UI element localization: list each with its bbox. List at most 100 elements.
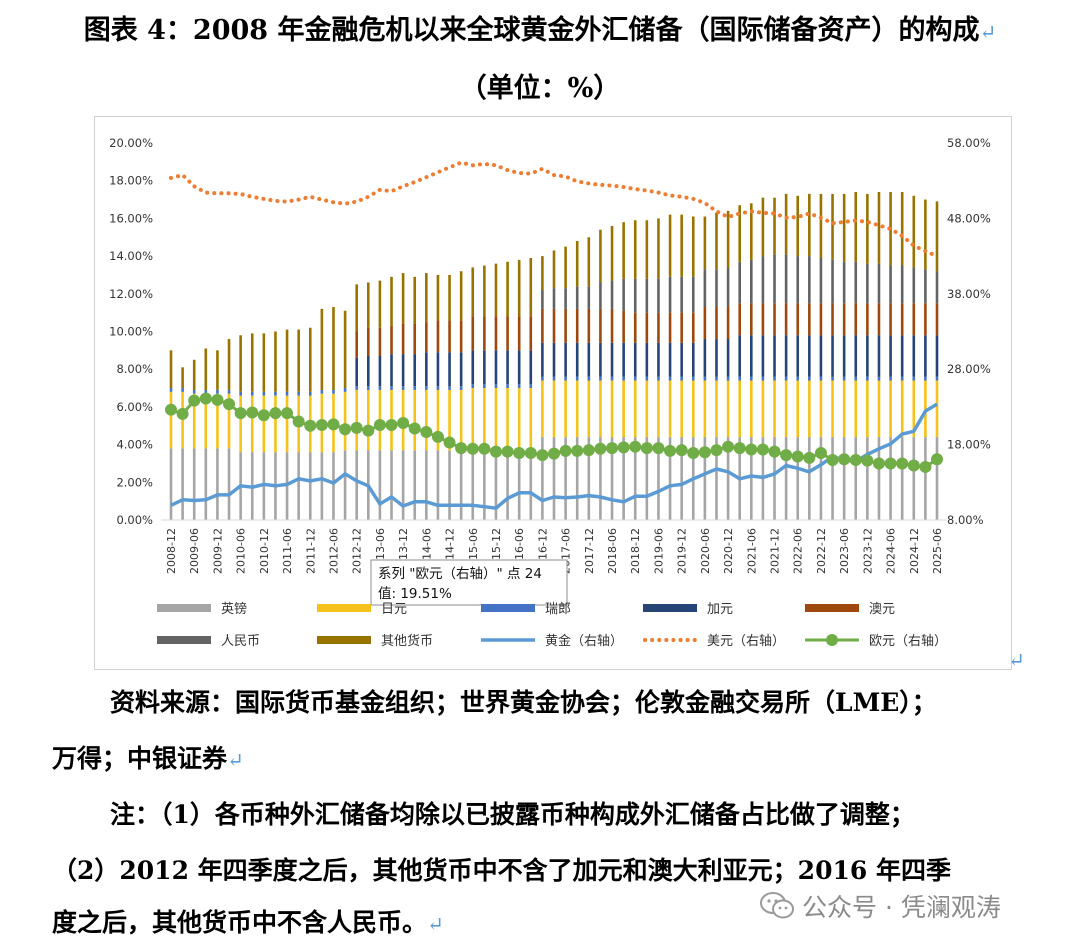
eur-point: [617, 441, 630, 454]
bar-segment: [367, 356, 370, 387]
bar-segment: [912, 303, 916, 336]
bar-segment: [726, 210, 730, 268]
bar-segment: [703, 216, 707, 270]
tooltip-line-2: 值: 19.51%: [378, 586, 452, 602]
right-tick-label: 28.00%: [947, 362, 991, 376]
bar-segment: [761, 376, 765, 381]
note-line-1: 注：（1）各币种外汇储备均除以已披露币种构成外汇储备占比做了调整；: [110, 800, 915, 830]
bar-segment: [250, 391, 254, 396]
bar-segment: [425, 389, 428, 451]
bar-segment: [715, 269, 718, 307]
bar-segment: [227, 389, 231, 394]
bar-segment: [332, 452, 335, 520]
eur-point: [385, 419, 398, 432]
left-tick-label: 18.00%: [109, 174, 153, 188]
bar-segment: [564, 437, 567, 520]
bar-segment: [645, 380, 649, 438]
bar-segment: [610, 380, 614, 438]
bar-segment: [691, 216, 695, 277]
x-tick-label: 2019-06: [652, 528, 665, 574]
bar-segment: [668, 342, 672, 377]
x-tick-label: 2020-06: [699, 528, 712, 574]
bar-segment: [227, 448, 231, 520]
eur-point: [420, 426, 433, 439]
bar-segment: [227, 339, 231, 390]
bar-segment: [935, 376, 939, 381]
bar-segment: [831, 335, 834, 377]
eur-point: [756, 443, 769, 456]
bar-segment: [332, 389, 335, 394]
left-tick-label: 10.00%: [109, 325, 153, 339]
bar-segment: [343, 450, 347, 520]
eur-point: [907, 459, 920, 472]
bar-segment: [691, 312, 695, 343]
eur-point: [675, 444, 688, 457]
bar-segment: [517, 448, 521, 520]
bar-segment: [587, 437, 591, 520]
bar-segment: [378, 356, 382, 387]
bar-segment: [761, 256, 765, 304]
bar-segment: [877, 380, 881, 438]
eur-point: [559, 444, 572, 457]
bar-segment: [541, 290, 544, 309]
eur-point: [501, 445, 514, 458]
bar-segment: [575, 342, 579, 377]
bar-segment: [750, 380, 753, 438]
watermark: 公众号 · 凭澜观涛: [760, 888, 1001, 924]
eur-point: [664, 444, 677, 457]
x-tick-label: 2022-06: [792, 528, 805, 574]
bar-segment: [425, 352, 428, 387]
bar-segment: [262, 391, 266, 396]
bar-segment: [413, 354, 417, 387]
bar-segment: [773, 254, 776, 304]
bar-segment: [842, 376, 846, 381]
bar-segment: [924, 269, 927, 304]
bar-segment: [808, 335, 811, 377]
bar-segment: [459, 450, 463, 520]
bar-segment: [633, 380, 637, 438]
bar-segment: [680, 342, 683, 377]
bar-segment: [204, 393, 208, 449]
bar-segment: [726, 376, 730, 381]
bar-segment: [494, 263, 498, 317]
bar-segment: [657, 342, 660, 377]
bar-segment: [680, 376, 683, 381]
bar-segment: [575, 380, 579, 438]
bar-segment: [390, 325, 393, 355]
bar-segment: [657, 376, 660, 381]
left-tick-label: 6.00%: [116, 400, 153, 414]
bar-segment: [912, 380, 916, 438]
bar-segment: [599, 376, 602, 381]
bar-segment: [204, 389, 208, 394]
bar-segment: [796, 437, 800, 520]
eur-point: [234, 407, 247, 420]
bar-segment: [854, 376, 858, 381]
bar-segment: [599, 437, 602, 520]
bar-segment: [680, 437, 683, 520]
bar-segment: [308, 327, 312, 392]
eur-point: [861, 454, 874, 467]
bar-segment: [343, 388, 347, 392]
bar-segment: [378, 450, 382, 520]
bar-segment: [436, 352, 440, 387]
bar-segment: [262, 395, 266, 453]
bar-segment: [285, 329, 289, 392]
note-text-3: 度之后，其他货币中不含人民币。: [52, 908, 428, 937]
bar-segment: [413, 323, 417, 355]
bar-segment: [413, 276, 417, 324]
bar-segment: [459, 386, 463, 390]
bar-segment: [924, 380, 927, 438]
bar-segment: [181, 448, 184, 520]
x-tick-label: 2025-06: [931, 528, 944, 574]
bar-segment: [575, 286, 579, 309]
bar-segment: [494, 388, 498, 449]
bar-segment: [541, 256, 544, 291]
bar-segment: [784, 437, 788, 520]
bar-segment: [715, 380, 718, 438]
bar-segment: [912, 335, 916, 377]
eur-point: [199, 392, 212, 405]
eur-point: [745, 443, 758, 456]
bar-segment: [506, 316, 509, 351]
eur-point: [443, 436, 456, 449]
bar-segment: [308, 391, 312, 396]
